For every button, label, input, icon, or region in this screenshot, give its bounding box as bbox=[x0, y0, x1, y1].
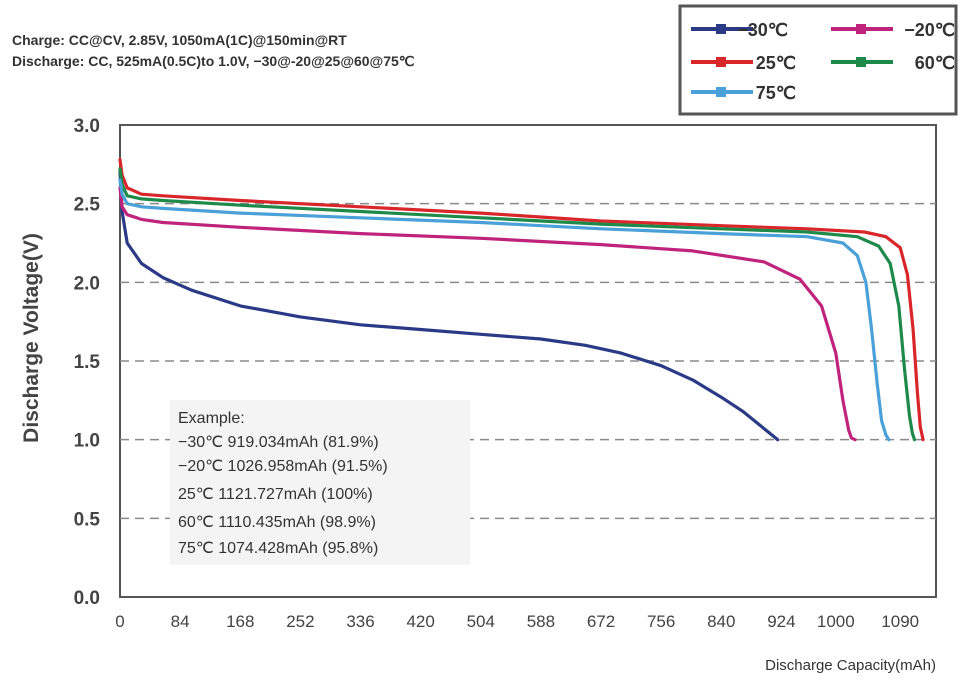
series-line bbox=[118, 167, 917, 442]
y-tick-label: 0.0 bbox=[74, 588, 100, 609]
annotation-line: −30℃ 919.034mAh (81.9%) bbox=[178, 434, 379, 451]
y-tick-label: 3.0 bbox=[74, 116, 100, 137]
charge-condition-text: Charge: CC@CV, 2.85V, 1050mA(1C)@150min@… bbox=[12, 32, 347, 48]
series-line bbox=[118, 170, 780, 442]
legend-entries: −30℃ −20℃ 25℃ 60℃ 75℃ bbox=[691, 20, 955, 103]
y-tick-label: 2.0 bbox=[74, 273, 100, 294]
x-tick-label: 252 bbox=[286, 612, 314, 631]
y-tick-label: 1.0 bbox=[74, 431, 100, 452]
y-axis-label: Discharge Voltage(V) bbox=[20, 233, 43, 443]
x-tick-label: 1000 bbox=[817, 612, 855, 631]
legend-label: 60℃ bbox=[915, 53, 955, 73]
annotation-line: 75℃ 1074.428mAh (95.8%) bbox=[178, 540, 378, 557]
legend-swatch-marker bbox=[716, 87, 726, 97]
x-tick-label: 1090 bbox=[881, 612, 919, 631]
y-tick-label: 2.5 bbox=[74, 195, 101, 216]
annotation-line: 60℃ 1110.435mAh (98.9%) bbox=[178, 514, 376, 531]
y-tick-label: 1.5 bbox=[74, 352, 101, 373]
legend-label: 75℃ bbox=[756, 83, 796, 103]
x-tick-label: 672 bbox=[587, 612, 615, 631]
x-tick-label: 588 bbox=[527, 612, 555, 631]
annotation-box: Example: −30℃ 919.034mAh (81.9%) −20℃ 10… bbox=[170, 400, 470, 565]
legend-swatch-marker bbox=[716, 57, 726, 67]
annotation-line: 25℃ 1121.727mAh (100%) bbox=[178, 486, 373, 503]
series-lines bbox=[118, 158, 925, 442]
discharge-condition-text: Discharge: CC, 525mA(0.5C)to 1.0V, −30@-… bbox=[12, 53, 415, 69]
legend-swatch-marker bbox=[856, 57, 866, 67]
x-tick-label: 420 bbox=[406, 612, 434, 631]
x-tick-label: 84 bbox=[171, 612, 190, 631]
annotation-line: −20℃ 1026.958mAh (91.5%) bbox=[178, 458, 388, 475]
legend-label: 25℃ bbox=[756, 53, 796, 73]
legend-label: −30℃ bbox=[737, 20, 788, 40]
x-tick-label: 336 bbox=[346, 612, 374, 631]
annotation-background bbox=[170, 400, 470, 565]
y-tick-label: 0.5 bbox=[74, 509, 101, 530]
legend-swatch-marker bbox=[856, 24, 866, 34]
x-axis-label: Discharge Capacity(mAh) bbox=[765, 657, 936, 674]
legend-label: −20℃ bbox=[904, 20, 955, 40]
x-tick-labels: 0 84 168 252 336 420 504 588 672 756 840 924 1000 109… bbox=[115, 612, 919, 631]
x-tick-label: 504 bbox=[467, 612, 495, 631]
legend-swatch-marker bbox=[716, 24, 726, 34]
series-line bbox=[118, 158, 925, 442]
x-tick-label: 840 bbox=[707, 612, 735, 631]
legend: −30℃ −20℃ 25℃ 60℃ 75℃ bbox=[678, 4, 958, 116]
series-line bbox=[118, 178, 891, 442]
y-tick-labels: 0.0 0.5 1.0 1.5 2.0 2.5 3.0 bbox=[74, 116, 101, 609]
x-tick-label: 756 bbox=[647, 612, 675, 631]
annotation-line: Example: bbox=[178, 410, 245, 427]
x-tick-label: 168 bbox=[226, 612, 254, 631]
x-tick-label: 0 bbox=[115, 612, 124, 631]
x-tick-label: 924 bbox=[767, 612, 795, 631]
series-line bbox=[118, 186, 857, 442]
